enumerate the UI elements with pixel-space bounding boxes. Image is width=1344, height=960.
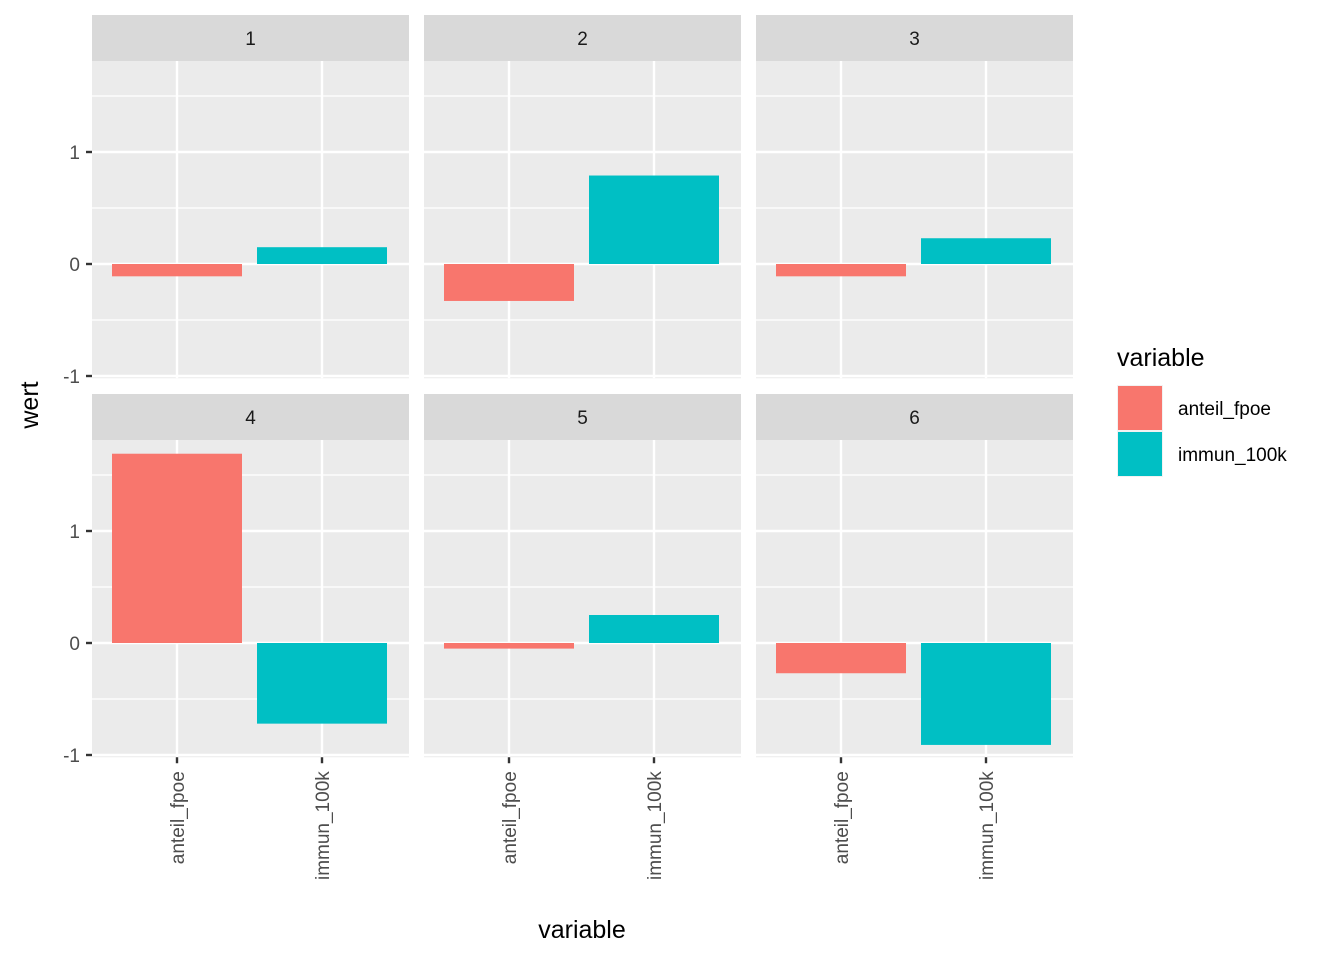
facet-label: 5 — [577, 408, 588, 429]
facet-label: 2 — [577, 29, 588, 50]
bar-anteil-fpoe — [444, 643, 574, 649]
y-tick-label: 1 — [69, 143, 80, 164]
bar-immun-100k — [257, 643, 387, 724]
legend-swatch-anteil-fpoe — [1118, 386, 1162, 430]
bar-anteil-fpoe — [112, 264, 242, 277]
y-tick-label: 1 — [69, 522, 80, 543]
y-tick-label: 0 — [69, 634, 80, 655]
x-tick-label: immun_100k — [977, 771, 998, 880]
y-axis-title: wert — [16, 381, 44, 429]
bar-immun-100k — [589, 175, 719, 264]
bar-immun-100k — [589, 615, 719, 643]
y-tick-label: -1 — [63, 746, 80, 767]
legend-swatch-immun-100k — [1118, 432, 1162, 476]
x-tick-label: immun_100k — [313, 771, 334, 880]
facet-strip — [92, 15, 409, 61]
y-tick-label: -1 — [63, 367, 80, 388]
bar-anteil-fpoe — [776, 264, 906, 277]
bar-anteil-fpoe — [776, 643, 906, 674]
bar-immun-100k — [921, 643, 1051, 745]
legend-label: immun_100k — [1178, 445, 1287, 466]
x-tick-label: anteil_fpoe — [500, 771, 521, 864]
facet-strip — [756, 394, 1073, 440]
facet-label: 4 — [245, 408, 256, 429]
panel-background — [756, 61, 1073, 379]
panel-background — [424, 440, 741, 758]
bar-immun-100k — [921, 238, 1051, 264]
x-axis-title: variable — [538, 916, 626, 944]
x-tick-label: anteil_fpoe — [168, 771, 189, 864]
legend-label: anteil_fpoe — [1178, 399, 1271, 420]
x-tick-label: anteil_fpoe — [832, 771, 853, 864]
facet-strip — [756, 15, 1073, 61]
panel-background — [92, 61, 409, 379]
facet-label: 6 — [909, 408, 920, 429]
bar-immun-100k — [257, 247, 387, 264]
facet-strip — [92, 394, 409, 440]
facet-strip — [424, 394, 741, 440]
y-tick-label: 0 — [69, 255, 80, 276]
bar-anteil-fpoe — [112, 453, 242, 643]
legend-title: variable — [1117, 344, 1205, 372]
x-tick-label: immun_100k — [645, 771, 666, 880]
facet-label: 3 — [909, 29, 920, 50]
facet-label: 1 — [245, 29, 256, 50]
bar-anteil-fpoe — [444, 264, 574, 301]
facet-strip — [424, 15, 741, 61]
